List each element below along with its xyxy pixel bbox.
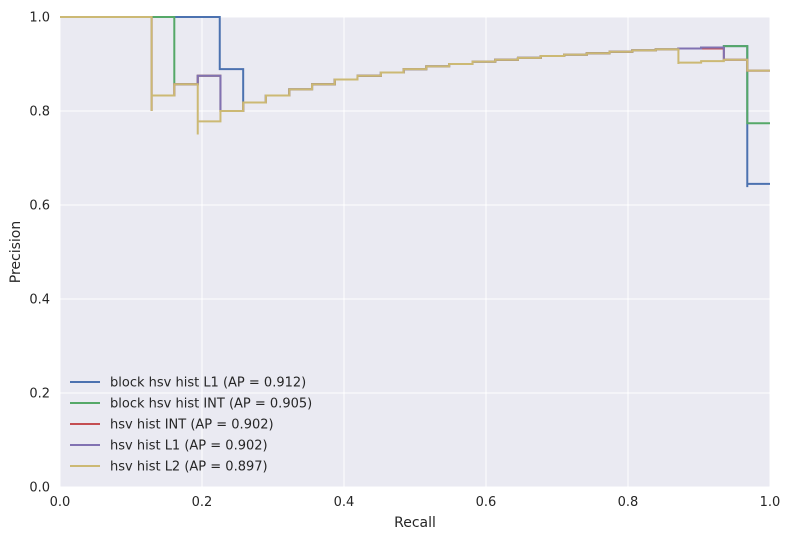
y-axis-label: Precision bbox=[8, 221, 24, 283]
x-axis-label: Recall bbox=[394, 515, 436, 531]
x-tick-label: 0.2 bbox=[192, 495, 213, 510]
legend-label: hsv hist INT (AP = 0.902) bbox=[110, 418, 274, 433]
legend-label: hsv hist L1 (AP = 0.902) bbox=[110, 439, 268, 454]
legend-label: hsv hist L2 (AP = 0.897) bbox=[110, 460, 268, 475]
y-tick-label: 1.0 bbox=[29, 11, 50, 26]
y-tick-label: 0.0 bbox=[29, 481, 50, 496]
x-tick-label: 0.4 bbox=[334, 495, 355, 510]
plot-background bbox=[60, 17, 770, 487]
legend: block hsv hist L1 (AP = 0.912) block hsv … bbox=[70, 376, 312, 475]
legend-label: block hsv hist L1 (AP = 0.912) bbox=[110, 376, 306, 391]
x-tick-label: 1.0 bbox=[760, 495, 781, 510]
tick-labels: 0.0 0.2 0.4 0.6 0.8 1.0 0.0 0.2 0.4 0.6 0.8 1.0 bbox=[29, 11, 780, 511]
x-tick-label: 0.8 bbox=[618, 495, 639, 510]
y-tick-label: 0.4 bbox=[29, 293, 50, 308]
y-tick-label: 0.2 bbox=[29, 387, 50, 402]
series-layer bbox=[60, 16, 770, 188]
series-line-4 bbox=[60, 16, 770, 135]
x-tick-label: 0.0 bbox=[50, 495, 71, 510]
x-tick-label: 0.6 bbox=[476, 495, 497, 510]
y-tick-label: 0.8 bbox=[29, 105, 50, 120]
legend-label: block hsv hist INT (AP = 0.905) bbox=[110, 397, 312, 412]
y-tick-label: 0.6 bbox=[29, 199, 50, 214]
